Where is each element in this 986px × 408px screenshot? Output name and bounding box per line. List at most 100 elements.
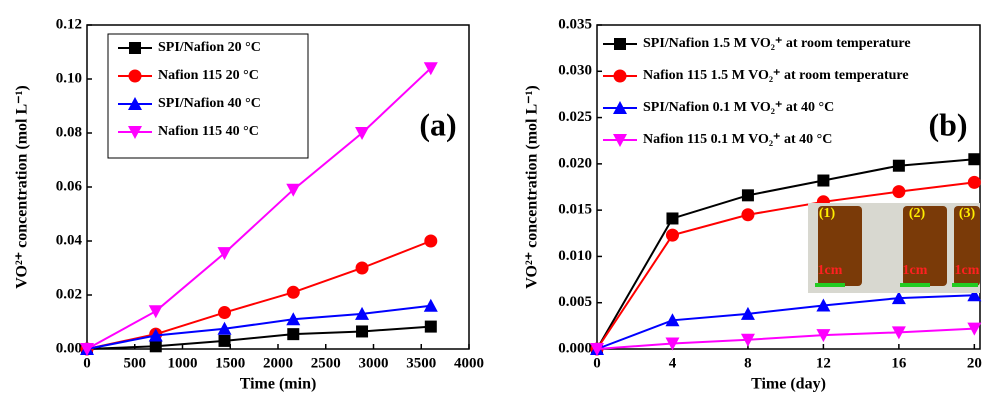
marker [967, 175, 981, 189]
y-tick-label: 0.12 [56, 16, 82, 32]
marker [590, 343, 604, 356]
marker [286, 312, 301, 326]
marker [665, 337, 680, 351]
y-tick-label: 0.035 [558, 16, 592, 32]
scale-bar [900, 283, 930, 287]
marker [740, 333, 755, 347]
legend-label: SPI/Nafion 40 °C [158, 96, 261, 111]
scale-label: 1cm [818, 263, 843, 278]
inset-label: (1) [819, 206, 836, 221]
series-line [86, 67, 432, 350]
marker [423, 62, 438, 76]
series-line [86, 304, 431, 350]
series-line [86, 325, 431, 350]
legend-marker [129, 42, 141, 54]
y-tick-label: 0.025 [558, 109, 592, 125]
x-tick-label: 16 [891, 355, 907, 371]
marker [355, 127, 370, 140]
marker [817, 174, 830, 187]
legend: SPI/Nafion 1.5 M VO₂⁺ at room temperatur… [603, 36, 911, 147]
y-tick-label: 0.005 [558, 294, 592, 310]
x-tick-label: 2000 [263, 355, 293, 371]
marker [424, 234, 438, 248]
x-tick-label: 0 [593, 355, 601, 371]
x-tick-label: 0 [83, 355, 91, 371]
y-tick-label: 0.010 [558, 248, 592, 264]
x-axis-title: Time (min) [240, 376, 317, 393]
legend-marker [128, 69, 142, 83]
legend-marker [128, 126, 142, 139]
legend-label: Nafion 115 20 °C [158, 68, 259, 83]
x-tick-label: 1000 [168, 355, 198, 371]
legend-marker [128, 97, 142, 110]
legend-label: SPI/Nafion 20 °C [158, 40, 261, 55]
annotation: (b) [928, 106, 967, 142]
marker [218, 306, 232, 320]
x-axis-title: Time (day) [751, 376, 826, 393]
legend-marker [613, 69, 627, 83]
scale-bar [815, 283, 845, 287]
marker [148, 305, 163, 319]
series-line [596, 181, 975, 350]
series-line [596, 158, 975, 350]
marker [218, 334, 231, 347]
legend-label: Nafion 115 1.5 M VO₂⁺ at room temperatur… [643, 68, 909, 83]
x-tick-label: 4 [669, 355, 677, 371]
inset-label: (2) [909, 206, 926, 221]
marker [80, 343, 94, 356]
marker [665, 228, 679, 242]
x-tick-label: 12 [816, 355, 831, 371]
marker [892, 185, 906, 199]
scale-label: 1cm [955, 263, 980, 278]
plot-frame [596, 24, 981, 350]
marker [356, 325, 369, 338]
x-tick-label: 3500 [406, 355, 436, 371]
marker [665, 313, 680, 327]
marker [891, 326, 906, 340]
y-tick-label: 0.04 [56, 232, 83, 248]
x-tick-label: 8 [744, 355, 752, 371]
y-tick-label: 0.020 [558, 155, 592, 171]
x-tick-label: 1500 [215, 355, 245, 371]
marker [816, 298, 831, 312]
marker [217, 247, 232, 261]
x-tick-label: 4000 [454, 355, 484, 371]
legend: SPI/Nafion 20 °C Nafion 115 20 °C SPI/Nafi… [107, 33, 309, 159]
x-tick-label: 3000 [359, 355, 389, 371]
y-tick-label: 0.030 [558, 63, 592, 79]
legend-label: SPI/Nafion 1.5 M VO₂⁺ at room temperatur… [643, 36, 911, 51]
series-line [596, 327, 975, 350]
marker [286, 183, 301, 197]
scale-label: 1cm [903, 263, 928, 278]
series-line [86, 240, 432, 350]
y-axis-title: VO²⁺ concentration (mol L⁻¹) [14, 85, 31, 288]
y-tick-label: 0.10 [56, 70, 82, 86]
inset-photo: (1) (2) (3) 1cm 1cm 1cm [808, 203, 980, 293]
annotation: (a) [419, 106, 456, 142]
marker [217, 321, 232, 335]
x-tick-label: 2500 [311, 355, 341, 371]
scale-bar [952, 283, 978, 287]
y-tick-label: 0.000 [558, 340, 592, 356]
y-tick-label: 0.015 [558, 202, 592, 218]
marker [149, 340, 162, 353]
tube [818, 206, 862, 286]
tube [954, 206, 980, 286]
marker [741, 208, 755, 222]
y-tick-label: 0.06 [56, 178, 83, 194]
marker [148, 328, 163, 342]
marker [286, 285, 300, 299]
marker [892, 159, 905, 172]
legend-box [107, 33, 309, 159]
legend-marker [613, 101, 627, 114]
marker [355, 261, 369, 275]
marker [424, 320, 437, 333]
marker [741, 189, 754, 202]
marker [967, 288, 982, 302]
x-tick-label: 500 [124, 355, 147, 371]
marker [423, 298, 438, 312]
y-axis-title: VO²⁺ concentration (mol L⁻¹) [524, 85, 541, 288]
legend-marker [613, 134, 627, 147]
marker [287, 328, 300, 341]
legend-label: Nafion 115 40 °C [158, 124, 259, 139]
